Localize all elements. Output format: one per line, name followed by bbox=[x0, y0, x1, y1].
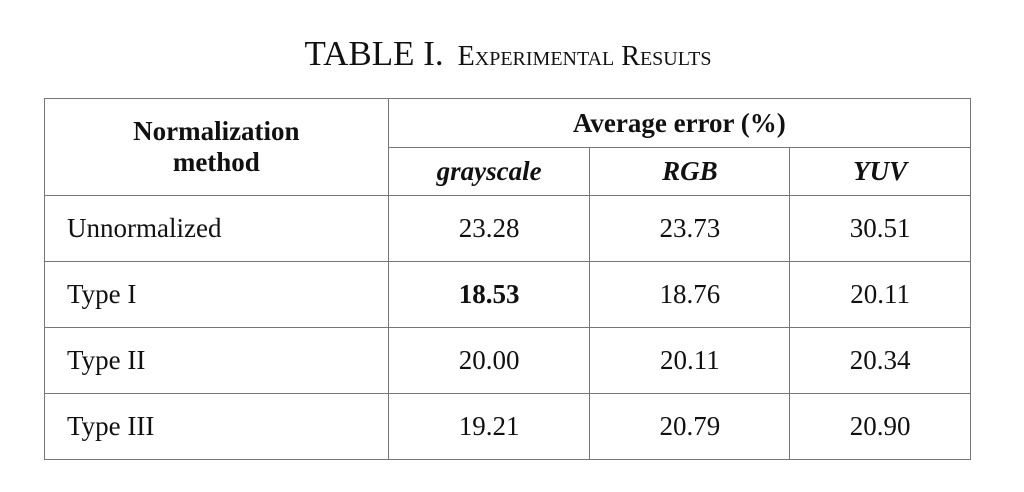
results-table: Normalization method Average error (%) g… bbox=[44, 98, 972, 460]
cell-value: 20.79 bbox=[589, 393, 791, 460]
header-method: Normalization method bbox=[44, 98, 389, 196]
table-row: Unnormalized 23.28 23.73 30.51 bbox=[44, 195, 971, 262]
cell-value-best: 18.53 bbox=[387, 261, 591, 328]
cell-value: 23.73 bbox=[589, 195, 791, 262]
cell-value: 19.21 bbox=[387, 393, 591, 460]
table-number: TABLE I. bbox=[304, 34, 444, 73]
cell-value: 20.11 bbox=[589, 327, 791, 394]
table-caption: Experimental Results bbox=[457, 41, 712, 72]
cell-value: 20.00 bbox=[387, 327, 591, 394]
row-method: Type III bbox=[44, 393, 389, 460]
cell-value: 20.34 bbox=[789, 327, 971, 394]
cell-value: 18.76 bbox=[589, 261, 791, 328]
header-method-line1: Normalization bbox=[133, 116, 300, 146]
header-average-error: Average error (%) bbox=[387, 98, 972, 148]
cell-value: 23.28 bbox=[387, 195, 591, 262]
row-method: Type I bbox=[44, 261, 389, 328]
header-yuv: YUV bbox=[789, 147, 971, 196]
header-rgb: RGB bbox=[589, 147, 791, 196]
cell-value: 20.90 bbox=[789, 393, 971, 460]
table-row: Type II 20.00 20.11 20.34 bbox=[44, 327, 971, 394]
cell-value: 30.51 bbox=[789, 195, 971, 262]
cell-value: 20.11 bbox=[789, 261, 971, 328]
header-grayscale: grayscale bbox=[387, 147, 591, 196]
table-title: TABLE I. Experimental Results bbox=[0, 34, 1016, 74]
table-row: Type III 19.21 20.79 20.90 bbox=[44, 393, 971, 460]
header-method-line2: method bbox=[172, 147, 260, 177]
table-row: Type I 18.53 18.76 20.11 bbox=[44, 261, 971, 328]
row-method: Unnormalized bbox=[44, 195, 389, 262]
row-method: Type II bbox=[44, 327, 389, 394]
